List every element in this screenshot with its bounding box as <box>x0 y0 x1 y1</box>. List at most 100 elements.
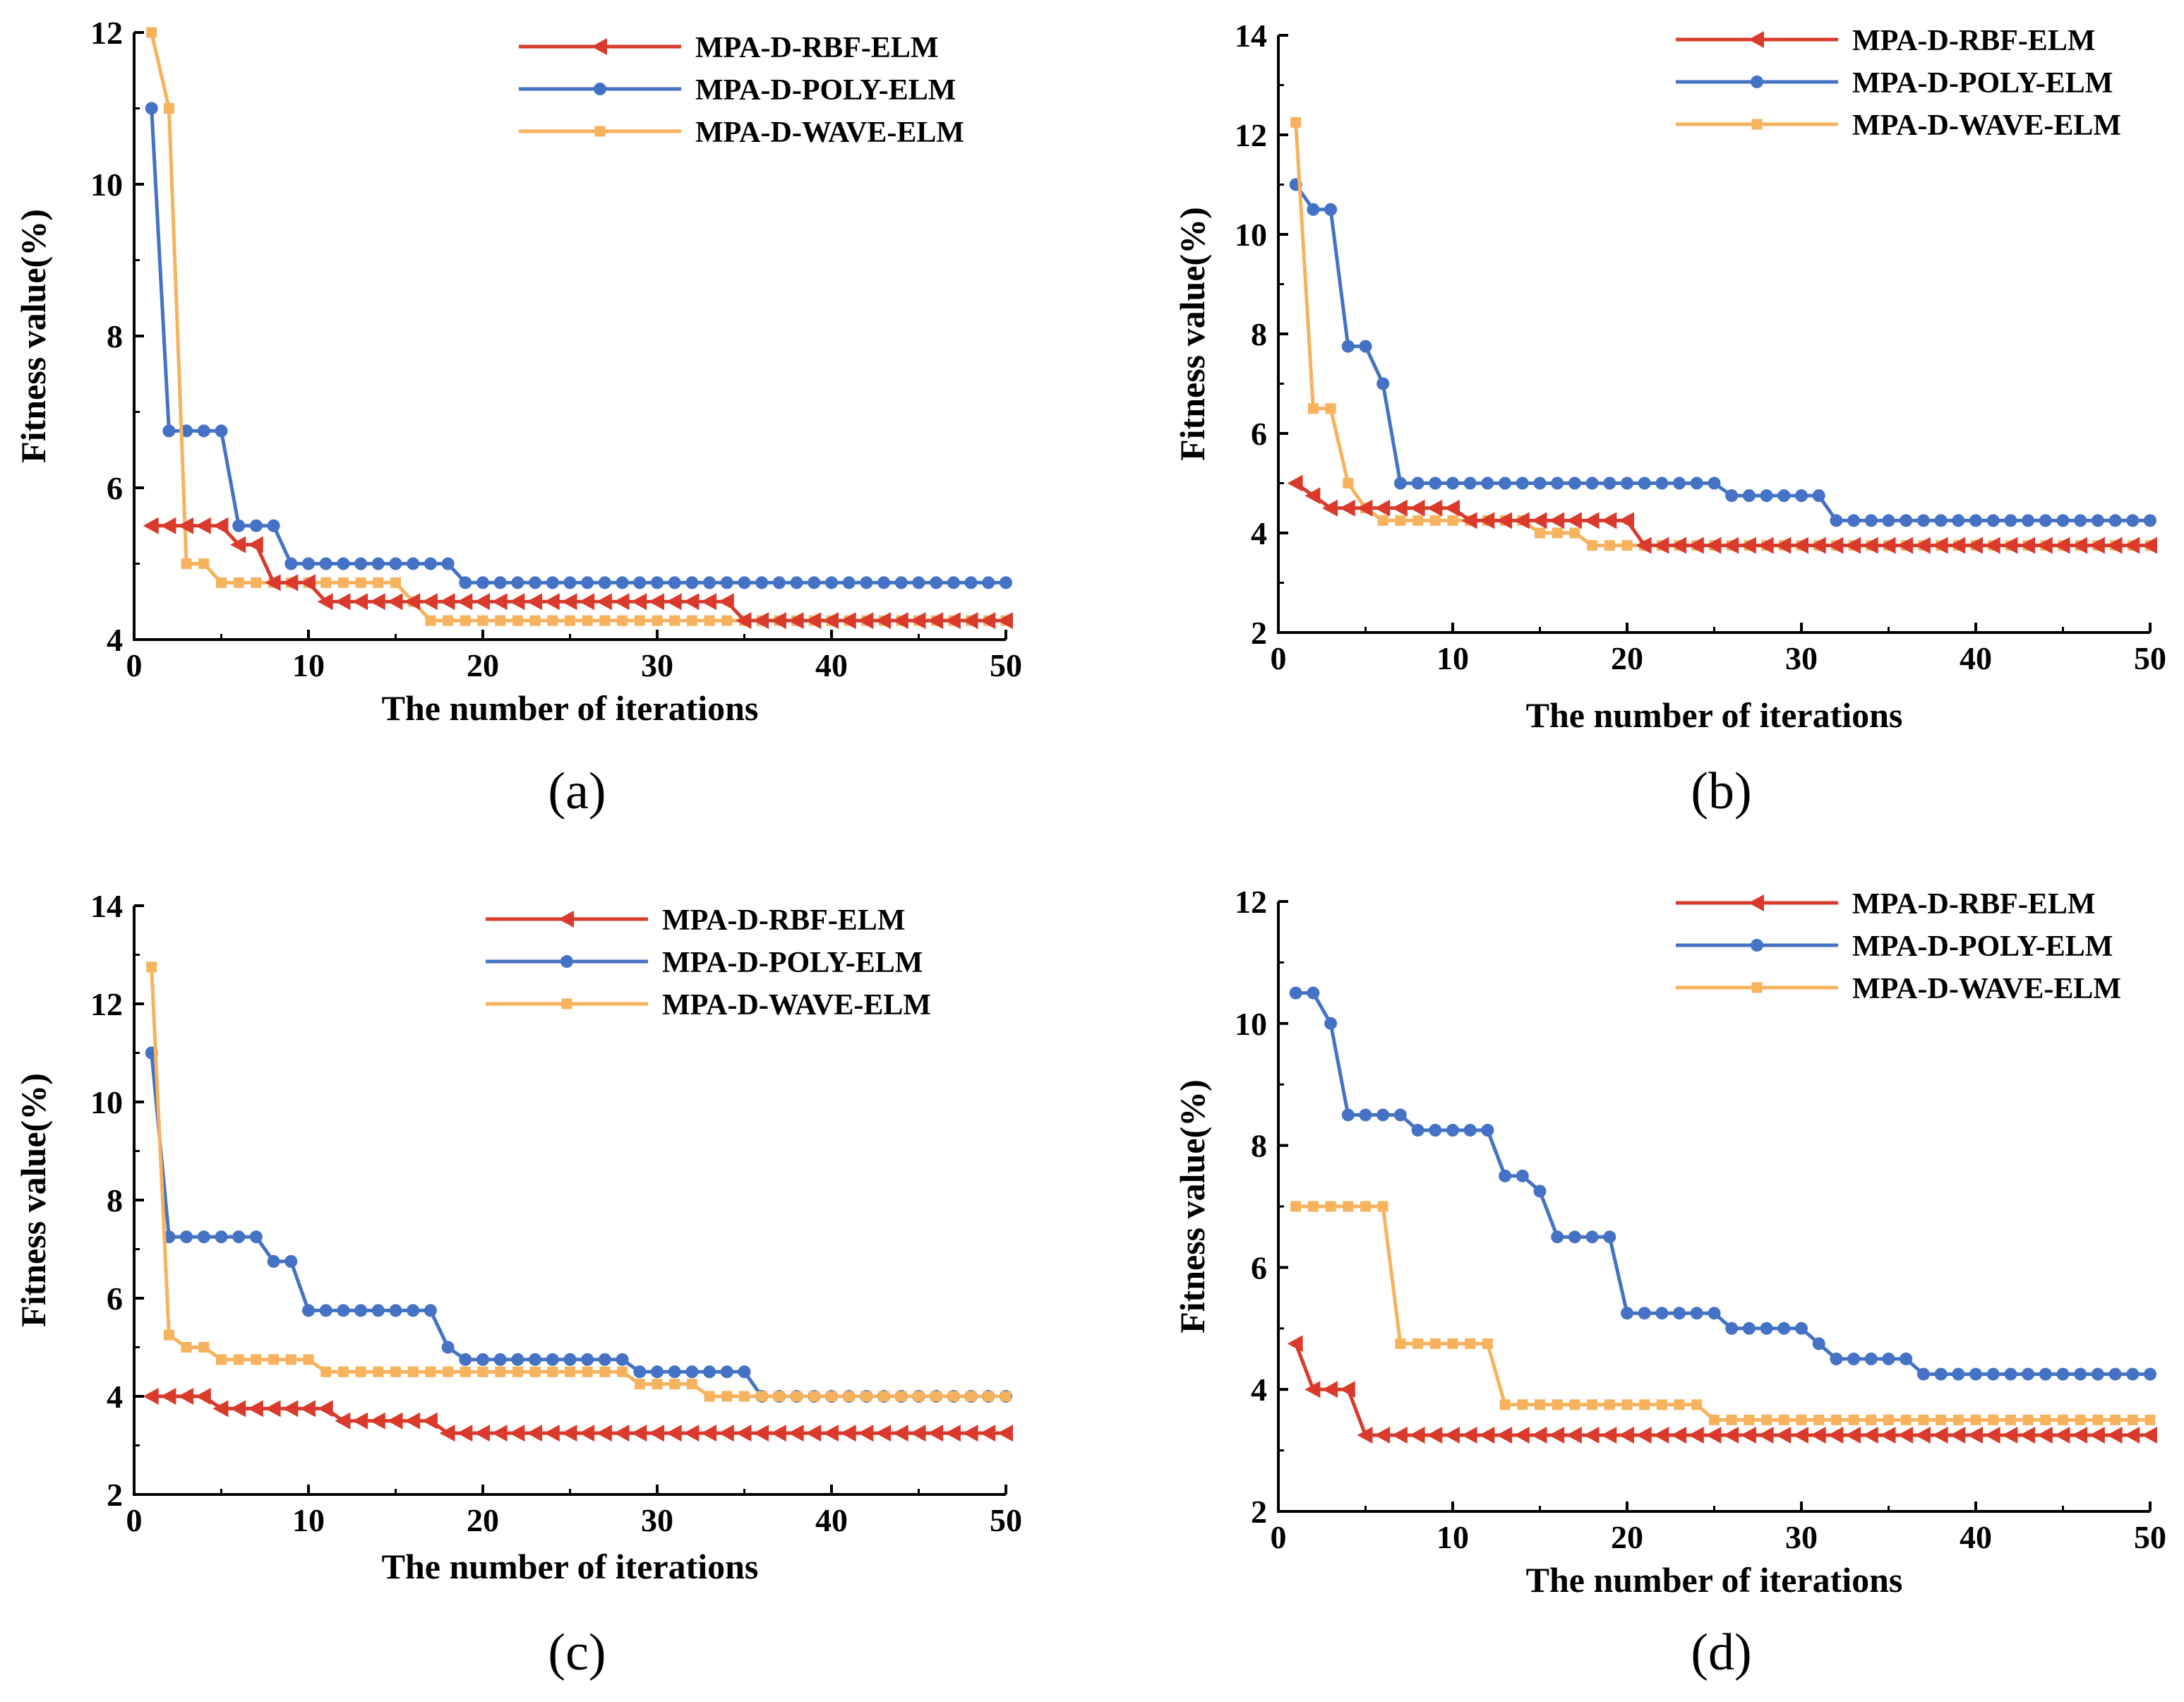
legend-item-rbf: MPA-D-RBF-ELM <box>486 904 905 937</box>
data-point-wave <box>425 615 436 626</box>
data-point-poly <box>1725 1322 1739 1335</box>
data-point-wave <box>460 615 471 626</box>
data-point-wave <box>1377 1201 1388 1212</box>
data-point-poly <box>459 1353 472 1366</box>
data-point-poly <box>1777 1322 1791 1335</box>
data-point-wave <box>704 1391 715 1402</box>
data-point-wave <box>303 1354 314 1365</box>
data-point-wave <box>477 1366 488 1377</box>
data-point-wave <box>878 1391 889 1402</box>
data-point-poly <box>1533 477 1547 490</box>
data-point-rbf <box>944 612 961 630</box>
data-point-rbf <box>421 593 438 611</box>
data-point-wave <box>983 1391 994 1402</box>
data-point-rbf <box>631 1425 647 1442</box>
data-point-poly <box>197 424 210 438</box>
data-point-poly <box>1324 203 1338 216</box>
data-point-poly <box>1638 1307 1651 1320</box>
x-tick-label: 10 <box>1436 1519 1469 1555</box>
data-point-poly <box>1777 489 1791 503</box>
data-point-rbf <box>143 1388 159 1405</box>
data-point-rbf <box>247 536 263 553</box>
data-point-rbf <box>474 1425 490 1442</box>
data-point-poly <box>912 576 925 589</box>
data-point-rbf <box>509 1425 525 1442</box>
legend: MPA-D-RBF-ELM MPA-D-POLY-ELM MPA-D-WAVE-EL… <box>1676 25 2121 142</box>
data-point-poly <box>703 1365 716 1379</box>
data-point-rbf <box>1758 1427 1774 1444</box>
data-point-wave <box>1674 1399 1685 1410</box>
legend-label: MPA-D-WAVE-ELM <box>1852 109 2121 142</box>
data-point-rbf <box>1653 1427 1669 1444</box>
data-point-rbf <box>1304 487 1321 505</box>
data-point-rbf <box>1513 512 1530 529</box>
data-point-rbf <box>1914 537 1931 554</box>
legend-label: MPA-D-RBF-ELM <box>695 32 938 64</box>
data-point-poly <box>616 1353 629 1366</box>
data-point-poly <box>738 1365 751 1379</box>
data-point-wave <box>1377 515 1388 526</box>
data-point-rbf <box>1496 512 1513 529</box>
data-point-poly <box>2004 514 2017 527</box>
data-point-poly <box>825 576 838 589</box>
data-point-rbf <box>1775 1427 1792 1444</box>
legend-item-poly: MPA-D-POLY-ELM <box>486 947 923 979</box>
x-tick-label: 50 <box>2134 640 2166 676</box>
data-point-poly <box>1812 1337 1825 1350</box>
legend: MPA-D-RBF-ELM MPA-D-POLY-ELM MPA-D-WAVE-EL… <box>486 904 931 1021</box>
data-point-rbf <box>421 1412 438 1430</box>
data-point-poly <box>354 1304 368 1317</box>
data-point-poly <box>389 1304 402 1317</box>
data-point-wave <box>1621 540 1633 551</box>
x-tick-label: 0 <box>1271 1519 1287 1555</box>
chart-panel-b: 0 10 20 30 40 50 2 4 6 8 10 12 14 The number of itera… <box>1172 18 2166 820</box>
data-point-rbf <box>265 574 281 592</box>
series-line-poly <box>150 108 1006 585</box>
x-tick-label: 20 <box>1611 640 1643 676</box>
data-point-wave <box>146 27 157 38</box>
data-point-wave <box>407 1366 419 1377</box>
data-point-rbf <box>858 1425 874 1442</box>
panel-caption: (b) <box>1691 762 1751 820</box>
data-point-rbf <box>1828 1427 1844 1444</box>
data-point-poly <box>877 576 891 589</box>
data-point-rbf <box>1688 537 1704 554</box>
y-tick-label: 14 <box>90 888 123 924</box>
data-point-wave <box>1656 1399 1667 1410</box>
data-point-poly <box>459 576 472 589</box>
data-point-rbf <box>195 1388 211 1405</box>
data-point-poly <box>1969 1367 1982 1381</box>
data-point-poly <box>511 1353 524 1366</box>
data-point-wave <box>2022 1414 2034 1425</box>
series-rbf <box>1287 474 2157 554</box>
data-point-rbf <box>649 593 664 611</box>
data-point-rbf <box>2106 1427 2123 1444</box>
data-point-rbf <box>544 593 560 611</box>
data-point-poly <box>1463 477 1477 490</box>
y-axis-title: Fitness value(%) <box>1172 207 1212 461</box>
data-point-poly <box>424 557 437 570</box>
data-point-rbf <box>944 1425 961 1442</box>
series-wave <box>1290 1201 2156 1425</box>
legend-label: MPA-D-WAVE-ELM <box>662 989 931 1021</box>
data-point-rbf <box>1531 512 1547 529</box>
data-point-rbf <box>649 1425 664 1442</box>
data-point-wave <box>721 615 733 626</box>
data-point-poly <box>441 557 455 570</box>
legend-marker <box>561 998 572 1009</box>
data-point-rbf <box>910 1425 926 1442</box>
data-point-wave <box>1325 403 1336 414</box>
data-point-poly <box>2056 1367 2070 1381</box>
data-point-poly <box>1307 986 1320 1000</box>
data-point-rbf <box>1758 537 1774 554</box>
data-point-poly <box>2004 1367 2017 1381</box>
data-point-wave <box>669 1379 680 1390</box>
data-point-poly <box>2022 514 2035 527</box>
legend-item-rbf: MPA-D-RBF-ELM <box>519 32 938 64</box>
data-point-rbf <box>2089 1427 2105 1444</box>
data-point-rbf <box>858 612 874 630</box>
data-point-rbf <box>212 1400 229 1418</box>
x-tick-label: 20 <box>1611 1519 1643 1555</box>
legend-label: MPA-D-POLY-ELM <box>695 74 956 107</box>
